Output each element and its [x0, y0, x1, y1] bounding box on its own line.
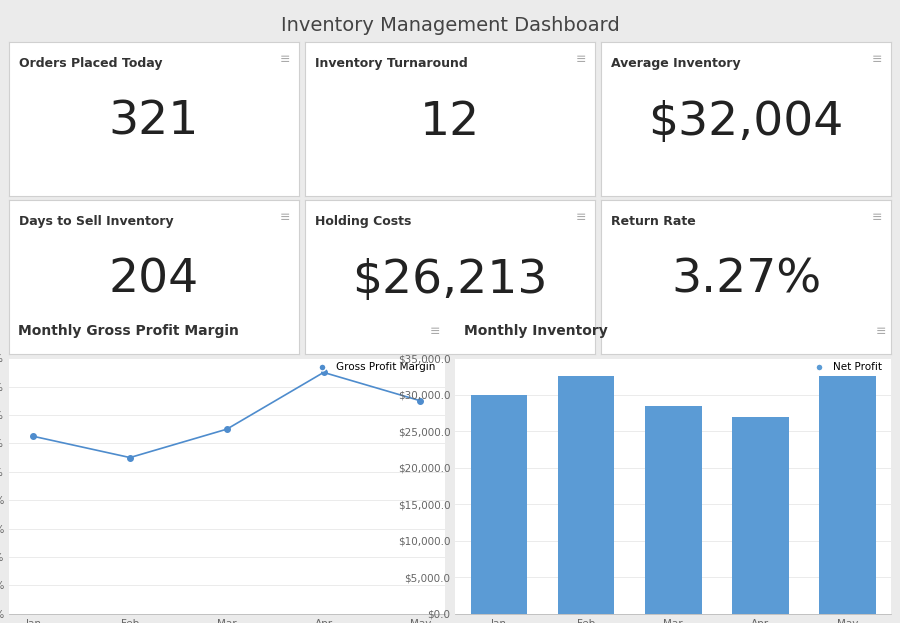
Bar [558, 376, 615, 614]
Text: 321: 321 [109, 100, 199, 145]
Text: Monthly Gross Profit Margin: Monthly Gross Profit Margin [18, 324, 239, 338]
Text: 12: 12 [420, 100, 480, 145]
Bar [819, 376, 876, 614]
Text: $26,213: $26,213 [352, 258, 548, 303]
Text: Inventory Turnaround: Inventory Turnaround [315, 57, 468, 70]
Text: $32,004: $32,004 [648, 100, 844, 145]
Text: ≡: ≡ [429, 325, 440, 338]
Text: ≡: ≡ [576, 52, 586, 65]
Text: ≡: ≡ [280, 52, 290, 65]
Text: ≡: ≡ [280, 211, 290, 224]
Text: 204: 204 [109, 258, 199, 303]
Text: Days to Sell Inventory: Days to Sell Inventory [19, 216, 174, 229]
Bar [732, 417, 788, 614]
Text: Orders Placed Today: Orders Placed Today [19, 57, 163, 70]
Legend: Gross Profit Margin: Gross Profit Margin [308, 358, 439, 377]
Legend: Net Profit: Net Profit [805, 358, 886, 377]
Text: Return Rate: Return Rate [611, 216, 696, 229]
Bar [645, 406, 701, 614]
Text: Inventory Management Dashboard: Inventory Management Dashboard [281, 16, 619, 35]
Text: ≡: ≡ [872, 52, 882, 65]
Text: Average Inventory: Average Inventory [611, 57, 741, 70]
Text: 3.27%: 3.27% [671, 258, 821, 303]
Text: Holding Costs: Holding Costs [315, 216, 411, 229]
Text: ≡: ≡ [876, 325, 886, 338]
Bar [471, 395, 527, 614]
Text: Monthly Inventory: Monthly Inventory [464, 324, 608, 338]
Text: ≡: ≡ [872, 211, 882, 224]
Text: ≡: ≡ [576, 211, 586, 224]
